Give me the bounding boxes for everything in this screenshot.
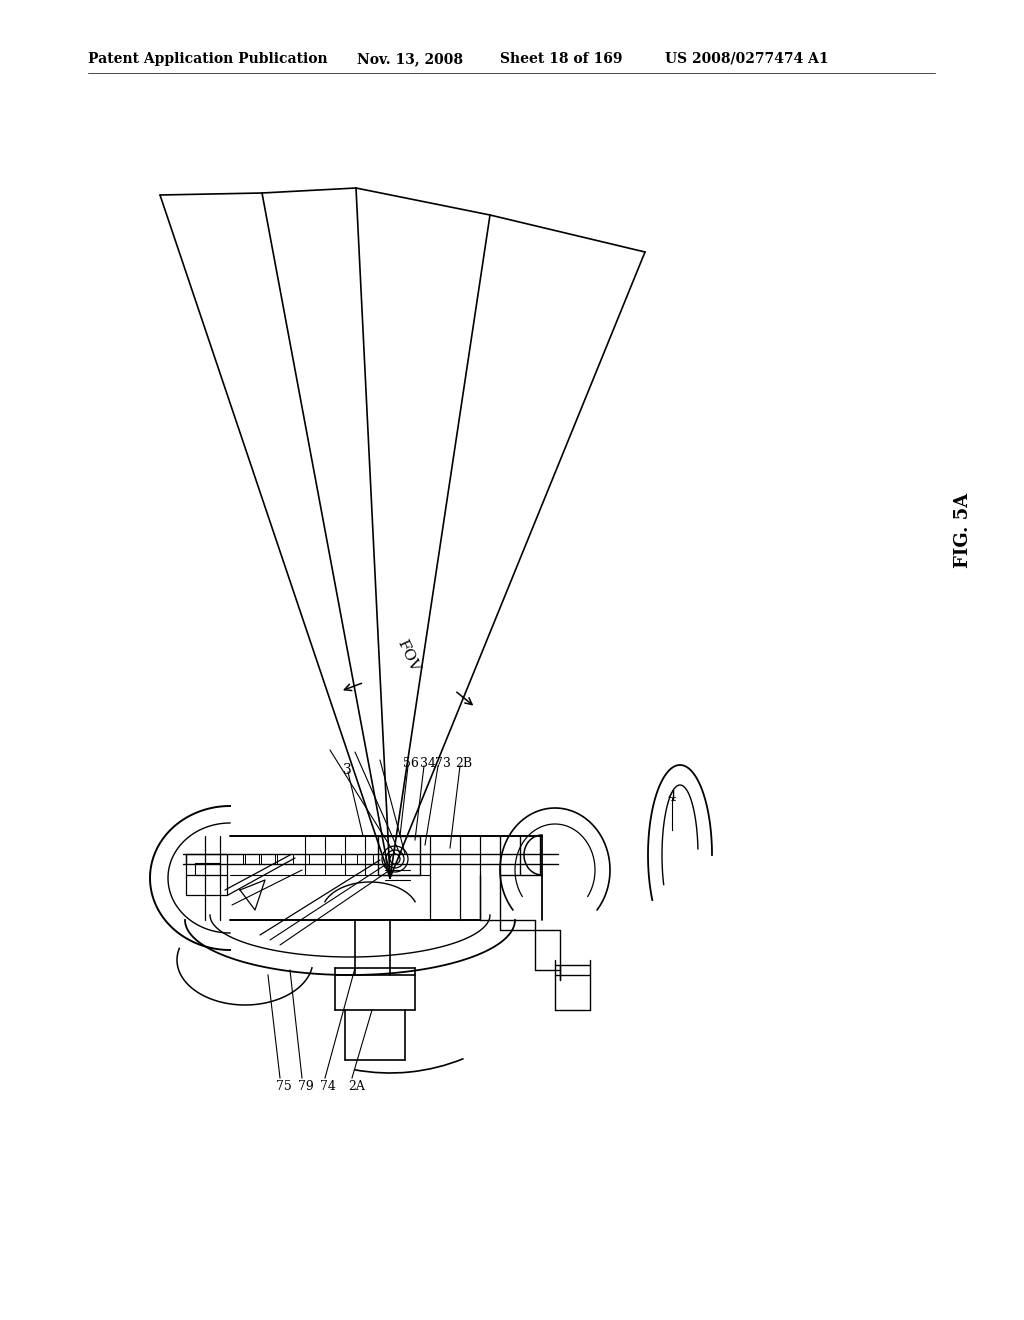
- Text: 2B: 2B: [455, 756, 472, 770]
- Text: 3: 3: [343, 763, 352, 777]
- Text: FOV: FOV: [394, 638, 421, 675]
- Text: 74: 74: [319, 1080, 336, 1093]
- Text: Sheet 18 of 169: Sheet 18 of 169: [500, 51, 623, 66]
- Text: 79: 79: [298, 1080, 313, 1093]
- Text: Patent Application Publication: Patent Application Publication: [88, 51, 328, 66]
- Text: 56: 56: [403, 756, 419, 770]
- Text: 75: 75: [276, 1080, 292, 1093]
- Text: Nov. 13, 2008: Nov. 13, 2008: [357, 51, 463, 66]
- Text: 73: 73: [435, 756, 451, 770]
- Text: 4: 4: [668, 789, 677, 804]
- Text: FIG. 5A: FIG. 5A: [954, 492, 972, 568]
- Text: 2A: 2A: [348, 1080, 365, 1093]
- Text: US 2008/0277474 A1: US 2008/0277474 A1: [665, 51, 828, 66]
- Text: 34: 34: [420, 756, 436, 770]
